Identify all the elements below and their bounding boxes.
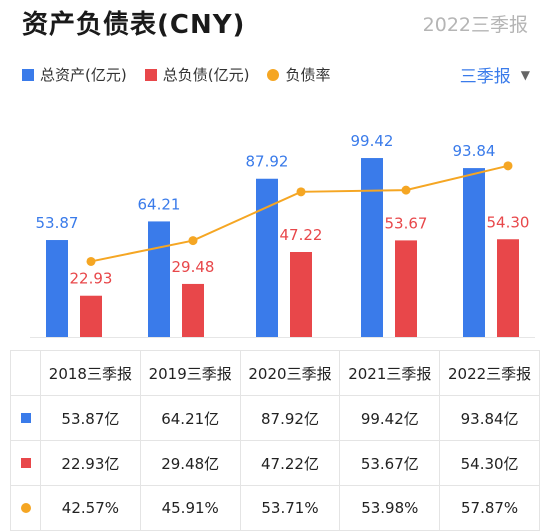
data-label-assets: 93.84 xyxy=(453,142,496,160)
bar-liabilities xyxy=(182,283,204,337)
bar-assets xyxy=(463,168,485,337)
bar-assets xyxy=(148,221,170,337)
table-cell: 53.98% xyxy=(339,485,441,531)
table-cell: 57.87% xyxy=(439,485,540,531)
bar-liabilities xyxy=(395,240,417,337)
bar-liabilities xyxy=(290,252,312,337)
data-label-liabilities: 54.30 xyxy=(487,213,530,231)
table-header-cell: 2020三季报 xyxy=(239,350,341,396)
table-row-liabilities: 22.93亿 29.48亿 47.22亿 53.67亿 54.30亿 xyxy=(10,440,540,486)
bar-liabilities xyxy=(80,295,102,337)
bar-assets xyxy=(256,178,278,337)
row-marker-cell xyxy=(10,485,41,531)
legend-item-ratio[interactable]: 负债率 xyxy=(267,64,330,85)
point-ratio xyxy=(86,256,96,266)
table-cell: 29.48亿 xyxy=(139,440,241,486)
data-label-liabilities: 29.48 xyxy=(172,258,215,276)
point-ratio xyxy=(188,236,198,246)
period-dropdown-label: 三季报 xyxy=(459,67,511,87)
data-label-assets: 64.21 xyxy=(138,195,181,213)
chevron-down-icon: ▼ xyxy=(520,67,530,82)
table-row-assets: 53.87亿 64.21亿 87.92亿 99.42亿 93.84亿 xyxy=(10,395,540,441)
table-header-corner xyxy=(10,350,41,396)
period-dropdown[interactable]: 三季报 ▼ xyxy=(460,62,530,87)
legend-swatch-assets xyxy=(22,68,34,81)
table-row-ratio: 42.57% 45.91% 53.71% 53.98% 57.87% xyxy=(10,485,540,531)
data-label-assets: 53.87 xyxy=(36,214,79,232)
legend-label-liabilities: 总负债(亿元) xyxy=(162,66,250,84)
table-cell: 53.67亿 xyxy=(339,440,441,486)
table-header-cell: 2018三季报 xyxy=(40,350,141,396)
square-marker-icon xyxy=(20,458,31,468)
data-label-assets: 99.42 xyxy=(351,132,394,150)
point-ratio xyxy=(503,161,513,171)
table-cell: 47.22亿 xyxy=(239,440,341,486)
report-period: 2022三季报 xyxy=(422,14,528,36)
table-cell: 53.71% xyxy=(239,485,341,531)
bar-assets xyxy=(46,240,68,337)
table-cell: 45.91% xyxy=(139,485,241,531)
legend-swatch-ratio xyxy=(267,68,280,81)
bar-liabilities xyxy=(497,239,519,337)
legend-swatch-liabilities xyxy=(144,68,157,81)
page-title: 资产负债表(CNY) xyxy=(22,10,246,40)
legend-item-assets[interactable]: 总资产(亿元) xyxy=(22,64,127,85)
table-cell: 93.84亿 xyxy=(439,395,540,441)
table-cell: 53.87亿 xyxy=(40,395,141,441)
data-label-assets: 87.92 xyxy=(246,153,289,171)
data-label-liabilities: 53.67 xyxy=(385,214,428,232)
legend-item-liabilities[interactable]: 总负债(亿元) xyxy=(144,64,250,85)
table-cell: 87.92亿 xyxy=(239,395,341,441)
table-cell: 99.42亿 xyxy=(339,395,441,441)
chart-legend: 总资产(亿元) 总负债(亿元) 负债率 xyxy=(22,64,348,85)
point-ratio xyxy=(296,187,306,197)
row-marker-cell xyxy=(10,395,41,441)
dot-marker-icon xyxy=(20,503,31,513)
data-label-liabilities: 22.93 xyxy=(70,270,113,288)
table-header-cell: 2021三季报 xyxy=(339,350,441,396)
point-ratio xyxy=(401,185,411,195)
table-header-row: 2018三季报 2019三季报 2020三季报 2021三季报 2022三季报 xyxy=(10,350,540,396)
data-table: 2018三季报 2019三季报 2020三季报 2021三季报 2022三季报 … xyxy=(10,350,540,531)
row-marker-cell xyxy=(10,440,41,486)
table-header-cell: 2022三季报 xyxy=(439,350,540,396)
bar-assets xyxy=(361,158,383,337)
table-cell: 64.21亿 xyxy=(139,395,241,441)
square-marker-icon xyxy=(20,413,31,423)
legend-label-ratio: 负债率 xyxy=(285,66,331,84)
table-cell: 42.57% xyxy=(40,485,141,531)
table-cell: 22.93亿 xyxy=(40,440,141,486)
legend-label-assets: 总资产(亿元) xyxy=(40,66,127,84)
bar-line-chart: 53.87 22.93 64.21 29.48 87.92 47.22 99.42 53.67… xyxy=(30,132,535,338)
data-label-liabilities: 47.22 xyxy=(280,226,323,244)
table-cell: 54.30亿 xyxy=(439,440,540,486)
table-header-cell: 2019三季报 xyxy=(139,350,241,396)
